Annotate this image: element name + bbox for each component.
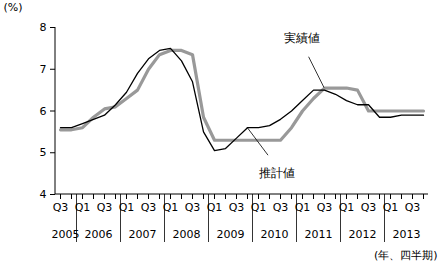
svg-text:2009: 2009: [217, 228, 245, 241]
svg-text:実績値: 実績値: [284, 31, 320, 45]
svg-text:Q3: Q3: [273, 201, 289, 214]
svg-text:Q1: Q1: [295, 201, 311, 214]
svg-text:2007: 2007: [129, 228, 157, 241]
svg-text:(年、四半期): (年、四半期): [374, 249, 438, 262]
svg-text:Q1: Q1: [339, 201, 355, 214]
svg-text:Q3: Q3: [317, 201, 333, 214]
svg-text:推計値: 推計値: [259, 166, 295, 180]
svg-text:6: 6: [40, 105, 47, 118]
svg-text:Q3: Q3: [361, 201, 377, 214]
svg-text:Q3: Q3: [53, 201, 69, 214]
svg-text:Q1: Q1: [119, 201, 135, 214]
svg-text:2005: 2005: [52, 228, 80, 241]
svg-text:8: 8: [40, 21, 47, 34]
svg-text:Q1: Q1: [207, 201, 223, 214]
svg-text:Q3: Q3: [229, 201, 245, 214]
svg-text:(%): (%): [4, 1, 23, 14]
svg-text:Q1: Q1: [75, 201, 91, 214]
svg-text:2006: 2006: [85, 228, 113, 241]
svg-text:Q3: Q3: [141, 201, 157, 214]
svg-text:5: 5: [40, 146, 47, 159]
svg-text:7: 7: [40, 63, 47, 76]
svg-text:Q1: Q1: [251, 201, 267, 214]
svg-text:Q1: Q1: [163, 201, 179, 214]
svg-text:2012: 2012: [349, 228, 377, 241]
svg-text:2010: 2010: [261, 228, 289, 241]
svg-text:2013: 2013: [393, 228, 421, 241]
svg-text:2008: 2008: [173, 228, 201, 241]
svg-text:Q3: Q3: [97, 201, 113, 214]
svg-text:2011: 2011: [305, 228, 333, 241]
svg-text:4: 4: [40, 188, 47, 201]
svg-text:Q3: Q3: [185, 201, 201, 214]
svg-text:Q3: Q3: [405, 201, 421, 214]
svg-text:Q1: Q1: [383, 201, 399, 214]
